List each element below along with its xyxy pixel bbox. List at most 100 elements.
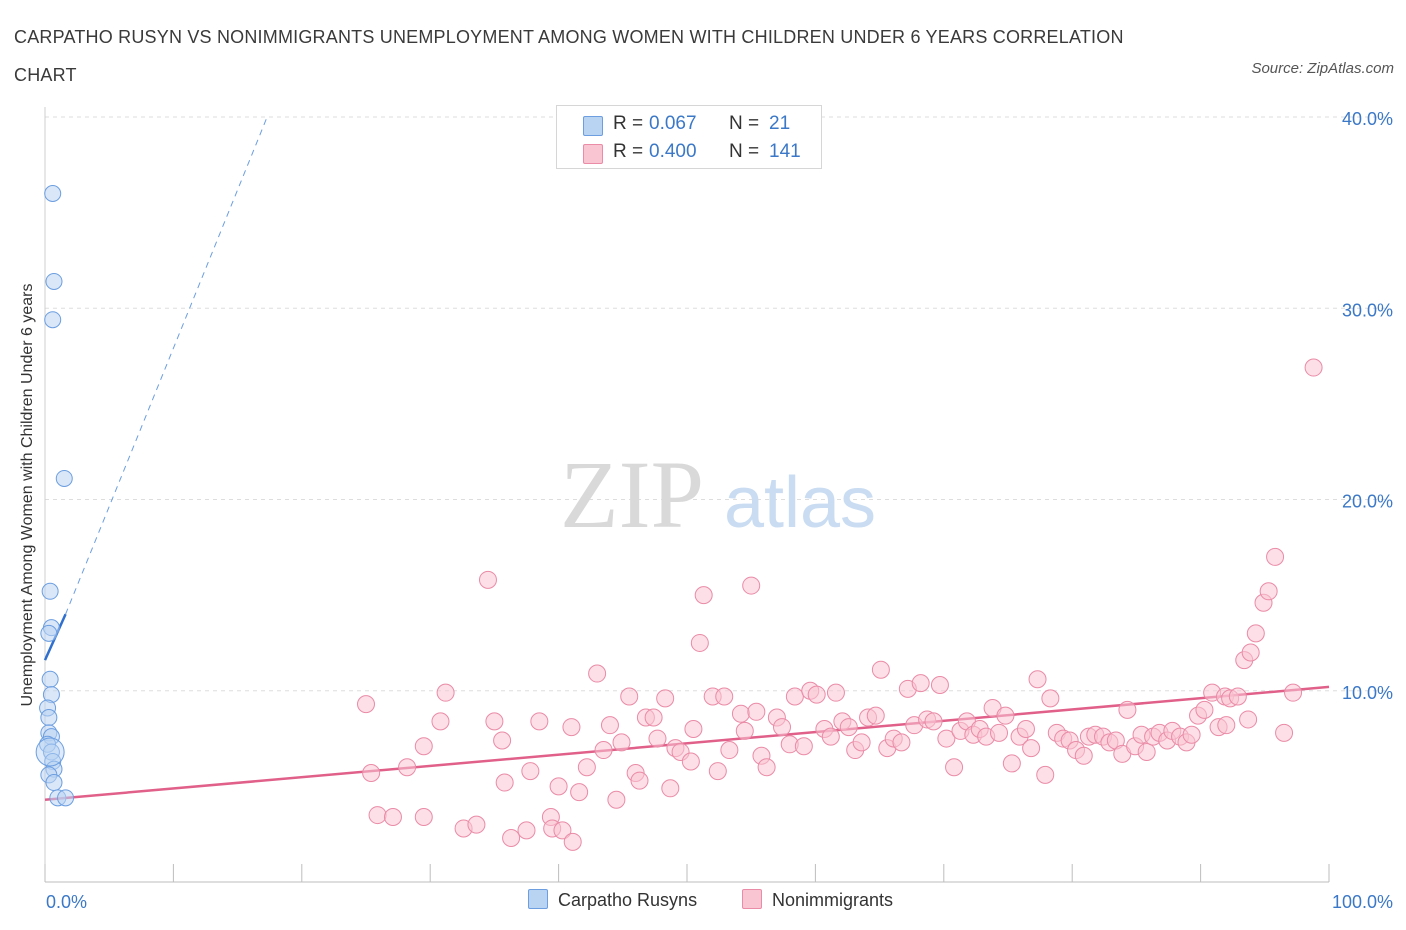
nonimmigrant-point: [839, 718, 858, 737]
nonimmigrant-point: [398, 758, 417, 777]
nonimmigrant-point: [362, 763, 381, 782]
watermark-zip: ZIP: [560, 441, 704, 548]
nonimmigrant-point: [1137, 742, 1156, 761]
data-points: [35, 185, 1323, 851]
nonimmigrant-point: [414, 737, 433, 756]
watermark: ZIP atlas: [560, 441, 876, 548]
nonimmigrant-point: [553, 821, 572, 840]
nonimmigrant-point: [1036, 765, 1055, 784]
nonimmigrant-point: [1182, 725, 1201, 744]
nonimmigrant-point: [1275, 723, 1294, 742]
nonimmigrant-point: [996, 706, 1015, 725]
carpatho-point: [40, 709, 58, 727]
nonimmigrant-point: [607, 790, 626, 809]
nonimmigrant-point: [368, 806, 387, 825]
y-axis-label: Unemployment Among Women with Children U…: [19, 283, 36, 707]
nonimmigrant-point: [1028, 670, 1047, 689]
legend-item-carpatho[interactable]: Carpatho Rusyns: [528, 889, 697, 911]
nonimmigrant-point: [684, 720, 703, 738]
nonimmigrant-point: [715, 687, 734, 706]
nonimmigrant-point: [495, 773, 514, 792]
nonimmigrant-point: [1284, 683, 1303, 702]
carpatho-point: [41, 670, 59, 688]
nonimmigrant-point: [747, 702, 766, 721]
nonimmigrant-point: [694, 586, 713, 605]
y-tick-label: 30.0%: [1342, 300, 1393, 320]
nonimmigrant-point: [1041, 689, 1060, 708]
source-label: Source: ZipAtlas.com: [1251, 60, 1394, 77]
nonimmigrant-point: [414, 807, 433, 826]
nonimmigrant-point: [563, 832, 582, 851]
legend-label: Nonimmigrants: [772, 890, 894, 910]
n-label: N =: [729, 113, 760, 134]
carpatho-point: [35, 737, 65, 767]
stats-row-nonimmigrants: R = 0.400 N = 141: [557, 139, 821, 167]
carpatho-point: [40, 624, 58, 642]
nonimmigrant-point: [1217, 716, 1236, 735]
nonimmigrant-point: [937, 729, 956, 748]
r-label: R =: [613, 113, 644, 134]
nonimmigrant-point: [892, 733, 911, 752]
nonimmigrant-point: [821, 727, 840, 746]
nonimmigrant-point: [485, 712, 504, 731]
legend-item-nonimmigrants[interactable]: Nonimmigrants: [742, 889, 893, 911]
nonimmigrant-trend-line: [44, 685, 1330, 802]
legend-swatch-icon: [742, 889, 762, 909]
nonimmigrant-point: [945, 758, 964, 777]
legend-label: Carpatho Rusyns: [558, 890, 698, 910]
nonimmigrant-point: [866, 706, 885, 725]
nonimmigrant-point: [630, 771, 649, 790]
nonimmigrant-point: [600, 716, 619, 735]
carpatho-point: [45, 774, 63, 792]
nonimmigrant-point: [1016, 720, 1035, 738]
nonimmigrant-point: [911, 674, 930, 693]
carpatho-point: [45, 272, 63, 290]
nonimmigrant-point: [661, 779, 680, 798]
nonimmigrant-point: [871, 660, 890, 679]
nonimmigrants-swatch-icon: [583, 144, 603, 164]
nonimmigrant-point: [1246, 624, 1265, 643]
x-tick-label: 0.0%: [46, 892, 87, 912]
nonimmigrant-point: [467, 815, 486, 834]
nonimmigrant-point: [785, 687, 804, 706]
nonimmigrant-point: [436, 683, 455, 702]
nonimmigrant-point: [656, 689, 675, 708]
nonimmigrant-point: [517, 821, 536, 840]
nonimmigrant-point: [577, 758, 596, 777]
nonimmigrant-point: [1118, 700, 1137, 719]
nonimmigrant-point: [757, 758, 776, 777]
nonimmigrant-point: [562, 718, 581, 737]
carpatho-point: [44, 185, 62, 202]
nonimmigrant-point: [924, 712, 943, 731]
nonimmigrant-point: [383, 807, 402, 826]
nonimmigrant-point: [681, 752, 700, 771]
nonimmigrant-point: [690, 633, 709, 652]
nonimmigrant-point: [549, 777, 568, 796]
r-value: 0.400: [649, 141, 697, 162]
carpatho-point: [41, 582, 59, 600]
nonimmigrant-point: [1002, 754, 1021, 773]
r-value: 0.067: [649, 113, 697, 134]
nonimmigrant-point: [1239, 710, 1258, 729]
nonimmigrant-point: [570, 783, 589, 802]
nonimmigrant-point: [521, 762, 540, 781]
nonimmigrant-point: [773, 718, 792, 737]
nonimmigrant-point: [588, 664, 607, 683]
nonimmigrant-point: [807, 685, 826, 704]
nonimmigrant-point: [794, 737, 813, 756]
r-label: R =: [613, 141, 644, 162]
nonimmigrant-point: [502, 829, 521, 848]
nonimmigrant-point: [826, 683, 845, 702]
gridlines: [45, 116, 1389, 692]
nonimmigrant-point: [620, 687, 639, 706]
nonimmigrant-point: [1022, 739, 1041, 758]
legend-swatch-icon: [528, 889, 548, 909]
stats-box: R = 0.067 N = 21 R = 0.400 N = 141: [556, 105, 822, 169]
nonimmigrant-point: [1241, 643, 1260, 662]
nonimmigrant-point: [720, 741, 739, 760]
nonimmigrant-point: [478, 570, 497, 589]
y-tick-label: 20.0%: [1342, 492, 1393, 512]
watermark-atlas: atlas: [724, 463, 876, 543]
tick-labels: 10.0% 20.0% 30.0% 40.0% 0.0% 100.0%: [46, 109, 1393, 912]
nonimmigrant-point: [731, 704, 750, 723]
